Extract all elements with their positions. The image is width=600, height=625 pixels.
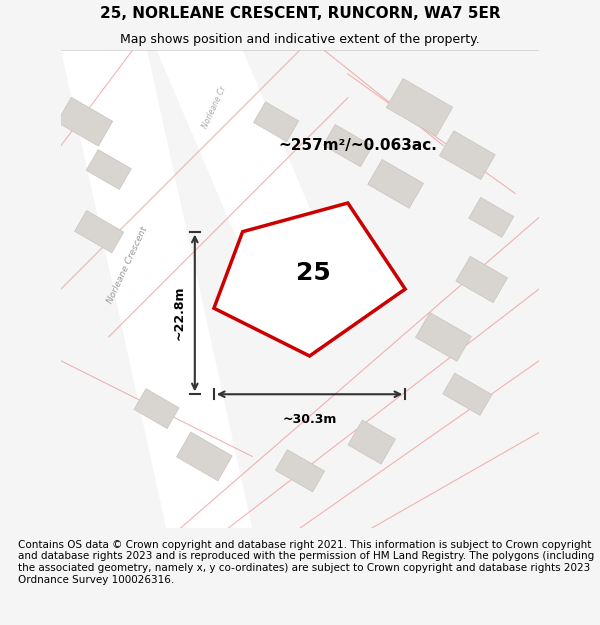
Text: 25, NORLEANE CRESCENT, RUNCORN, WA7 5ER: 25, NORLEANE CRESCENT, RUNCORN, WA7 5ER: [100, 6, 500, 21]
Polygon shape: [214, 203, 405, 356]
Polygon shape: [254, 102, 299, 142]
Polygon shape: [157, 50, 324, 241]
Text: ~30.3m: ~30.3m: [283, 413, 337, 426]
Polygon shape: [176, 432, 232, 481]
Text: Norleane Crescent: Norleane Crescent: [106, 226, 149, 305]
Polygon shape: [74, 211, 124, 252]
Text: 25: 25: [296, 261, 331, 285]
Polygon shape: [456, 256, 508, 302]
Polygon shape: [323, 124, 373, 167]
Polygon shape: [348, 420, 395, 464]
Text: Norleane Cr: Norleane Cr: [200, 85, 227, 130]
Polygon shape: [275, 449, 325, 492]
Text: Map shows position and indicative extent of the property.: Map shows position and indicative extent…: [120, 32, 480, 46]
Polygon shape: [416, 312, 472, 361]
Polygon shape: [439, 131, 495, 179]
Polygon shape: [368, 159, 424, 208]
Polygon shape: [86, 149, 131, 189]
Text: Contains OS data © Crown copyright and database right 2021. This information is : Contains OS data © Crown copyright and d…: [18, 540, 594, 584]
Polygon shape: [134, 389, 179, 429]
Polygon shape: [57, 98, 113, 146]
Text: ~257m²/~0.063ac.: ~257m²/~0.063ac.: [278, 138, 437, 153]
Polygon shape: [443, 373, 492, 416]
Polygon shape: [61, 50, 252, 528]
Polygon shape: [469, 198, 514, 238]
Polygon shape: [386, 79, 453, 136]
Text: ~22.8m: ~22.8m: [172, 286, 185, 340]
